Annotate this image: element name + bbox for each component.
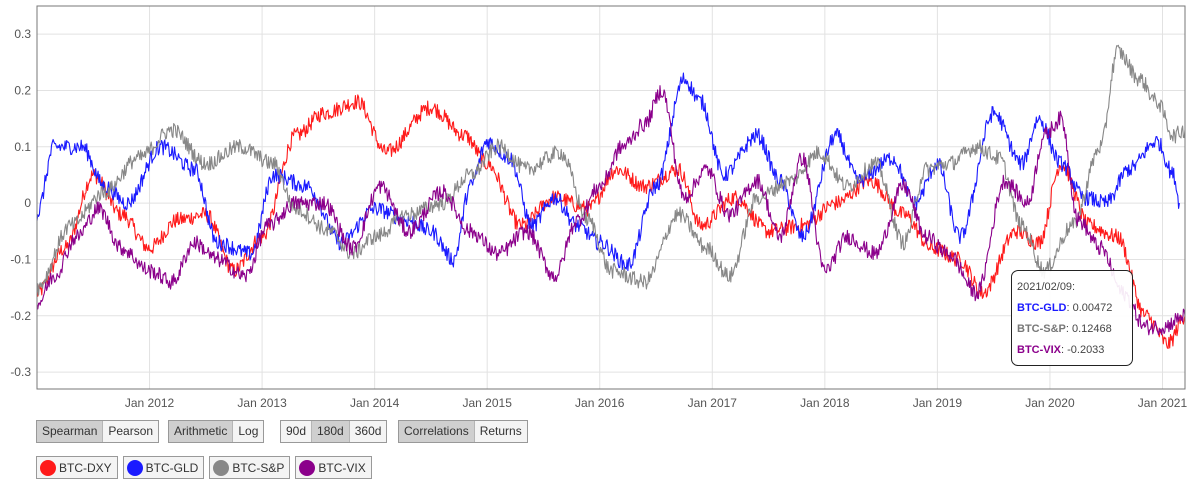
scale-toggle: Arithmetic Log [168, 420, 265, 443]
window-90d-button[interactable]: 90d [281, 421, 313, 442]
window-360d-button[interactable]: 360d [354, 424, 382, 438]
spearman-button[interactable]: Spearman [37, 421, 104, 442]
legend: BTC-DXY BTC-GLD BTC-S&P BTC-VIX [36, 456, 372, 479]
window-toggle: 90d 180d 360d [280, 420, 388, 443]
correlations-button[interactable]: Correlations [399, 421, 475, 442]
correlation-chart: 0.30.20.10-0.1-0.2-0.3 Jan 2012 Jan 2013 J… [10, 5, 1188, 410]
tooltip-series-label: BTC-GLD [1017, 302, 1067, 314]
y-tick-label: 0.3 [14, 27, 31, 41]
method-toggle: Spearman Pearson [36, 420, 160, 443]
circle-icon [213, 459, 230, 476]
legend-btc-dxy[interactable]: BTC-DXY [36, 456, 118, 479]
x-tick-label: Jan 2020 [1025, 396, 1075, 410]
log-button[interactable]: Log [238, 424, 259, 438]
plot-border [36, 5, 1186, 390]
y-tick-label: 0 [24, 196, 31, 210]
y-tick-label: 0.2 [14, 83, 31, 97]
circle-icon [126, 459, 143, 476]
legend-label: BTC-GLD [145, 460, 199, 475]
legend-btc-vix[interactable]: BTC-VIX [295, 456, 372, 479]
tooltip-value: : 0.12468 [1065, 323, 1112, 335]
x-tick-label: Jan 2013 [237, 396, 287, 410]
series-line-btc-vix [36, 85, 1186, 336]
legend-btc-gld[interactable]: BTC-GLD [122, 456, 205, 479]
y-tick-label: 0.1 [14, 140, 31, 154]
tooltip-value: : 0.00472 [1066, 302, 1113, 314]
legend-btc-sp[interactable]: BTC-S&P [209, 456, 291, 479]
tooltip-series-label: BTC-S&P [1017, 323, 1066, 335]
series-line-btc-s-p [36, 44, 1186, 296]
tooltip-row: BTC-VIX: -0.2033 [1017, 340, 1132, 361]
y-tick-label: -0.3 [10, 365, 31, 379]
tooltip-row: BTC-GLD: 0.00472 [1017, 298, 1132, 319]
x-tick-label: Jan 2017 [688, 396, 738, 410]
x-axis-labels: Jan 2012 Jan 2013 Jan 2014 Jan 2015 Jan 2016… [125, 396, 1188, 410]
circle-icon [299, 459, 316, 476]
x-tick-label: Jan 2021 [1138, 396, 1188, 410]
grid [37, 6, 1185, 389]
y-axis-labels: 0.3 0.2 0.1 0 -0.1 -0.2 -0.3 [10, 27, 31, 379]
y-tick-label: -0.2 [10, 309, 31, 323]
x-tick-label: Jan 2018 [800, 396, 850, 410]
series-line-btc-dxy [36, 94, 1186, 349]
x-tick-label: Jan 2019 [913, 396, 963, 410]
hover-tooltip: 2021/02/09: BTC-GLD: 0.00472 BTC-S&P: 0.… [1011, 270, 1133, 366]
series-line-btc-gld [36, 72, 1180, 272]
tooltip-date: 2021/02/09: [1017, 281, 1076, 293]
x-tick-label: Jan 2014 [350, 396, 400, 410]
tooltip-series-label: BTC-VIX [1017, 344, 1061, 356]
x-tick-label: Jan 2012 [125, 396, 175, 410]
arithmetic-button[interactable]: Arithmetic [169, 421, 234, 442]
circle-icon [40, 459, 56, 476]
legend-label: BTC-S&P [232, 460, 285, 475]
view-toggle: Correlations Returns [398, 420, 528, 443]
legend-label: BTC-DXY [59, 460, 112, 475]
legend-label: BTC-VIX [318, 460, 366, 475]
tooltip-value: : -0.2033 [1061, 344, 1105, 356]
x-tick-label: Jan 2016 [575, 396, 625, 410]
y-tick-label: -0.1 [10, 252, 31, 266]
series-lines [36, 44, 1186, 349]
pearson-button[interactable]: Pearson [108, 424, 154, 438]
tooltip-row: BTC-S&P: 0.12468 [1017, 319, 1132, 340]
x-tick-label: Jan 2015 [463, 396, 513, 410]
returns-button[interactable]: Returns [479, 424, 522, 438]
window-180d-button[interactable]: 180d [312, 421, 350, 442]
